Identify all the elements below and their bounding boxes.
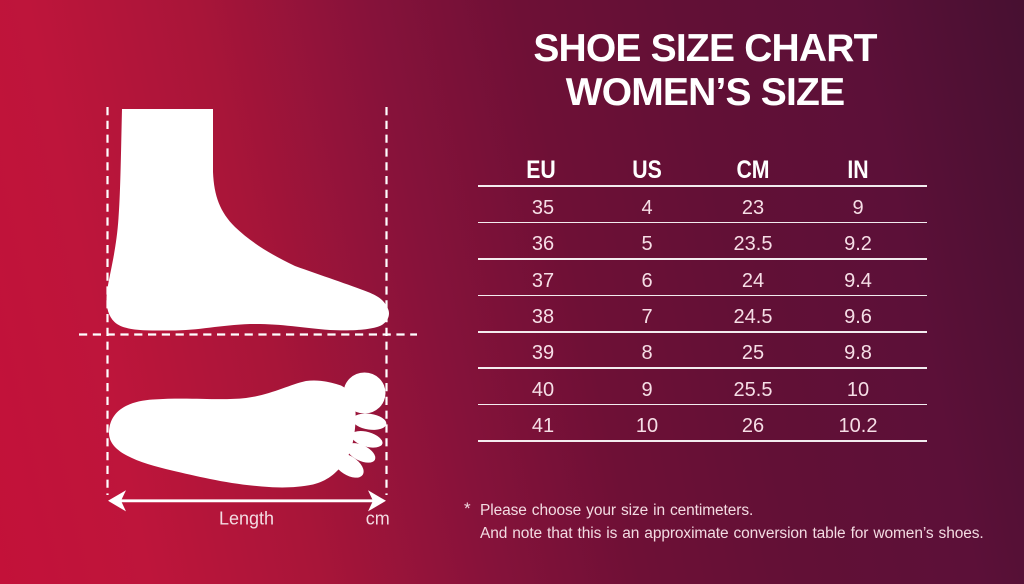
svg-text:cm: cm: [366, 509, 390, 529]
svg-text:Length: Length: [219, 509, 274, 529]
